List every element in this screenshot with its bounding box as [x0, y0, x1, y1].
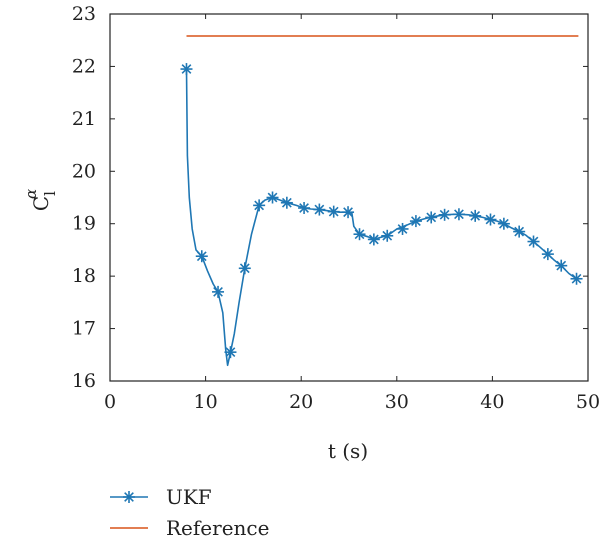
- y-axis-title-sup: α: [22, 189, 40, 199]
- legend-label-reference: Reference: [166, 516, 269, 540]
- legend-label-ukf: UKF: [166, 485, 212, 509]
- series-point-ukf: [212, 285, 225, 298]
- series-point-ukf: [527, 235, 540, 248]
- y-axis: 16 17 18 19 20 21 22 23: [72, 3, 588, 392]
- series-point-ukf: [396, 222, 409, 235]
- x-axis-title: t (s): [328, 439, 368, 463]
- series-point-ukf: [425, 211, 438, 224]
- series-point-ukf: [541, 248, 554, 261]
- plot-border: [109, 13, 589, 382]
- series-point-ukf: [266, 191, 279, 204]
- y-tick-label: 21: [72, 108, 96, 130]
- series-point-ukf: [452, 208, 465, 221]
- y-tick-label: 23: [72, 3, 96, 25]
- series-point-ukf: [195, 250, 208, 263]
- series-point-ukf: [280, 196, 293, 209]
- series-point-ukf: [298, 201, 311, 214]
- series-point-ukf: [513, 225, 526, 238]
- series-point-ukf: [381, 229, 394, 242]
- series-point-ukf: [327, 205, 340, 218]
- series-point-ukf: [238, 262, 251, 275]
- series-point-ukf: [497, 217, 510, 230]
- x-tick-label: 30: [385, 391, 409, 413]
- series-point-ukf: [353, 228, 366, 241]
- series-layer: [180, 35, 583, 367]
- series-point-ukf: [367, 233, 380, 246]
- series-point-ukf: [555, 259, 568, 272]
- x-tick-label: 50: [576, 391, 600, 413]
- series-point-ukf: [342, 206, 355, 219]
- y-tick-label: 16: [72, 370, 96, 392]
- series-point-ukf: [224, 346, 237, 359]
- legend: UKF Reference: [110, 485, 269, 540]
- x-axis: 0 10 20 30 40 50: [104, 14, 600, 413]
- series-point-ukf: [253, 199, 266, 212]
- x-tick-label: 40: [480, 391, 504, 413]
- y-tick-label: 20: [72, 160, 96, 182]
- series-point-ukf: [570, 272, 583, 285]
- y-tick-label: 17: [72, 318, 96, 340]
- y-axis-title-main: C: [29, 196, 53, 211]
- y-tick-label: 19: [72, 213, 96, 235]
- x-tick-label: 20: [289, 391, 313, 413]
- series-point-ukf: [469, 209, 482, 222]
- legend-marker-ukf: [123, 491, 135, 503]
- series-point-ukf: [313, 203, 326, 216]
- series-point-ukf: [409, 215, 422, 228]
- y-tick-label: 18: [72, 265, 96, 287]
- series-line-ukf: [185, 69, 577, 367]
- svg-text:Clα: Clα: [22, 189, 59, 211]
- y-axis-title: Clα: [22, 189, 59, 211]
- x-tick-label: 10: [194, 391, 218, 413]
- y-axis-title-sub: l: [41, 191, 59, 196]
- plot-area: [109, 13, 589, 382]
- y-tick-label: 22: [72, 55, 96, 77]
- x-tick-label: 0: [104, 391, 116, 413]
- series-point-ukf: [484, 213, 497, 226]
- series-point-ukf: [180, 63, 193, 76]
- series-point-ukf: [438, 208, 451, 221]
